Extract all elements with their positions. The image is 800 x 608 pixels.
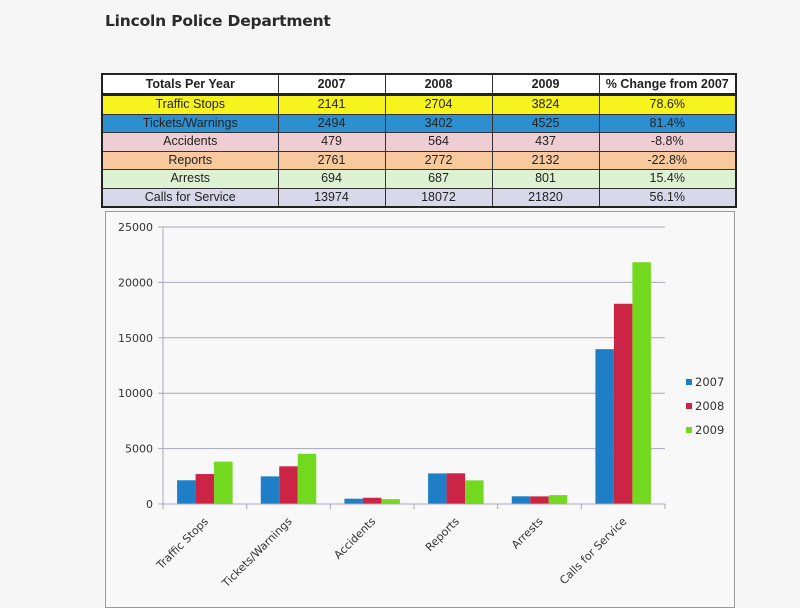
bar-2007 — [511, 496, 531, 504]
y-tick-label: 25000 — [118, 221, 153, 234]
value-2008: 3402 — [384, 113, 493, 133]
row-label: Accidents — [101, 132, 279, 152]
bars — [177, 262, 651, 504]
value-2008: 687 — [384, 169, 493, 189]
x-axis — [162, 503, 666, 509]
row-label: Traffic Stops — [101, 94, 279, 115]
y-tick-label: 0 — [146, 498, 153, 511]
value-change: -8.8% — [598, 132, 737, 152]
totals-table: Totals Per Year 2007 2008 2009 % Change … — [101, 73, 737, 208]
bar-2007 — [177, 480, 196, 504]
bar-2007 — [344, 498, 363, 504]
row-label: Calls for Service — [101, 187, 279, 208]
value-change: 15.4% — [598, 169, 737, 189]
header-2007: 2007 — [277, 73, 386, 96]
y-tick-label: 20000 — [118, 276, 153, 289]
table-row: Traffic Stops 2141 2704 3824 78.6% — [101, 94, 737, 115]
value-2007: 2494 — [277, 113, 386, 133]
table-row: Tickets/Warnings 2494 3402 4525 81.4% — [101, 113, 737, 133]
table-row: Reports 2761 2772 2132 -22.8% — [101, 150, 737, 170]
bar-2008 — [362, 497, 382, 504]
value-2007: 2761 — [277, 150, 386, 170]
value-2007: 2141 — [277, 94, 386, 115]
x-category-label: Tickets/Warnings — [219, 515, 295, 591]
value-change: -22.8% — [598, 150, 737, 170]
legend-label-2007: 2007 — [695, 375, 724, 389]
value-2009: 801 — [491, 169, 600, 189]
bar-2008 — [195, 474, 215, 504]
y-tick-label: 5000 — [125, 443, 153, 456]
value-2009: 21820 — [491, 187, 600, 208]
page-title: Lincoln Police Department — [105, 12, 331, 30]
table-row: Arrests 694 687 801 15.4% — [101, 169, 737, 189]
legend-swatch-2009 — [686, 427, 692, 433]
value-2008: 2772 — [384, 150, 493, 170]
y-tick-label: 10000 — [118, 387, 153, 400]
header-category: Totals Per Year — [101, 73, 279, 96]
value-2007: 13974 — [277, 187, 386, 208]
value-2009: 2132 — [491, 150, 600, 170]
bar-2009 — [632, 262, 651, 504]
y-axis-ticks: 0 5000 10000 15000 20000 25000 — [118, 221, 163, 511]
value-change: 56.1% — [598, 187, 737, 208]
value-2008: 2704 — [384, 94, 493, 115]
table-row: Accidents 479 564 437 -8.8% — [101, 132, 737, 152]
value-2009: 4525 — [491, 113, 600, 133]
chart-area: 0 5000 10000 15000 20000 25000 Traffic Stops T… — [105, 211, 735, 608]
bar-2008 — [530, 496, 549, 504]
value-2007: 479 — [277, 132, 386, 152]
row-label: Reports — [101, 150, 279, 170]
value-2009: 3824 — [491, 94, 600, 115]
value-2008: 18072 — [384, 187, 493, 208]
bar-2009 — [465, 480, 484, 504]
legend-swatch-2007 — [686, 379, 692, 385]
x-axis-labels: Traffic Stops Tickets/Warnings Accidents Re… — [153, 515, 629, 591]
bar-2008 — [279, 466, 298, 504]
bar-2009 — [381, 499, 400, 504]
x-category-label: Reports — [423, 515, 462, 554]
x-category-label: Traffic Stops — [153, 515, 211, 573]
bar-2007 — [595, 349, 614, 504]
value-2008: 564 — [384, 132, 493, 152]
value-change: 81.4% — [598, 113, 737, 133]
bar-2008 — [613, 303, 633, 504]
x-category-label: Accidents — [331, 515, 378, 562]
bar-2009 — [214, 461, 233, 504]
bar-2007 — [260, 476, 280, 504]
legend: 2007 2008 2009 — [686, 375, 724, 437]
header-2008: 2008 — [384, 73, 493, 96]
header-2009: 2009 — [491, 73, 600, 96]
x-category-label: Arrests — [509, 515, 546, 552]
bar-2007 — [428, 473, 447, 504]
row-label: Arrests — [101, 169, 279, 189]
legend-label-2009: 2009 — [695, 423, 724, 437]
row-label: Tickets/Warnings — [101, 113, 279, 133]
value-2007: 694 — [277, 169, 386, 189]
header-change: % Change from 2007 — [598, 73, 737, 96]
value-2009: 437 — [491, 132, 600, 152]
bar-2009 — [297, 453, 317, 504]
value-change: 78.6% — [598, 94, 737, 115]
legend-swatch-2008 — [686, 403, 692, 409]
legend-label-2008: 2008 — [695, 399, 724, 413]
bar-2009 — [548, 495, 568, 504]
gridlines — [162, 226, 665, 504]
x-category-label: Calls for Service — [557, 515, 629, 587]
table-row: Calls for Service 13974 18072 21820 56.1% — [101, 187, 737, 208]
y-tick-label: 15000 — [118, 332, 153, 345]
bar-chart: 0 5000 10000 15000 20000 25000 Traffic Stops T… — [118, 221, 724, 591]
table-header-row: Totals Per Year 2007 2008 2009 % Change … — [101, 73, 737, 96]
bar-2008 — [446, 473, 466, 504]
